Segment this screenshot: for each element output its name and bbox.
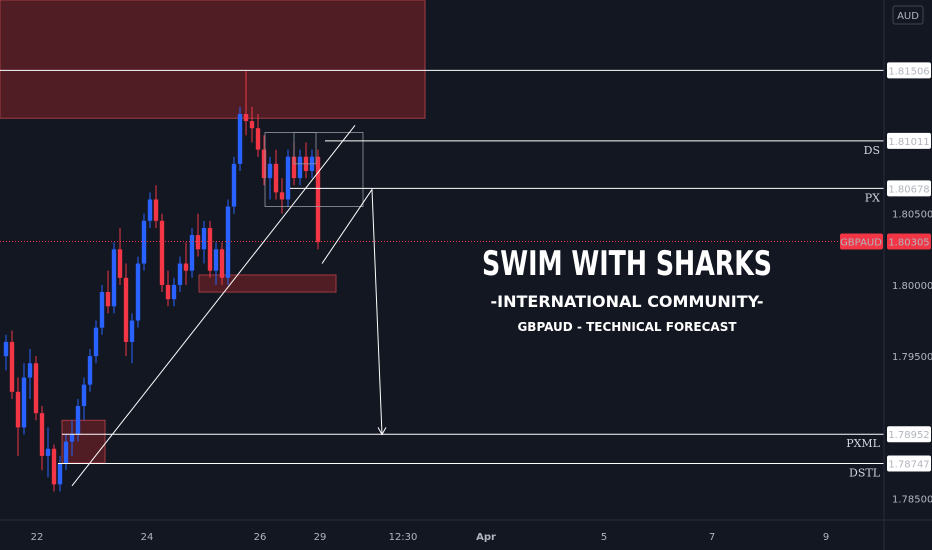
candle-body[interactable] [75, 406, 81, 435]
level-badge [887, 132, 931, 149]
candle-body[interactable] [195, 235, 201, 250]
overlay-caption: GBPAUD - TECHNICAL FORECAST [517, 320, 737, 334]
candle-body[interactable] [57, 463, 63, 485]
candle-body[interactable] [261, 149, 267, 179]
candle-body[interactable] [213, 249, 219, 271]
candle-body[interactable] [225, 206, 231, 278]
candle-body[interactable] [237, 113, 243, 164]
level-badge-label: 1.78747 [888, 459, 929, 470]
last-price-badge [887, 233, 931, 250]
x-tick-label: 5 [601, 532, 607, 543]
candle-body[interactable] [15, 391, 21, 428]
candle-body[interactable] [81, 384, 87, 407]
symbol-badge [840, 233, 883, 250]
y-tick-label: 1.80500 [892, 210, 932, 221]
candle-body[interactable] [147, 199, 153, 221]
candle-body[interactable] [63, 441, 69, 464]
candle-body[interactable] [207, 227, 213, 271]
x-tick-label: 12:30 [389, 532, 418, 543]
x-tick-label: 24 [141, 532, 154, 543]
forecast-path [321, 187, 383, 435]
x-tick-label: 22 [31, 532, 44, 543]
level-tag: PX [865, 191, 880, 204]
x-tick-label: 9 [823, 532, 829, 543]
candle-body[interactable] [171, 284, 177, 300]
candle-body[interactable] [183, 263, 189, 271]
y-tick-label: 1.80000 [892, 281, 932, 292]
candle-body[interactable] [39, 413, 45, 456]
x-tick-label: Apr [476, 532, 496, 543]
candle-body[interactable] [117, 249, 123, 278]
candle-body[interactable] [105, 292, 111, 307]
level-badge [887, 180, 931, 197]
candle-body[interactable] [291, 156, 297, 179]
level-badge-label: 1.81011 [888, 137, 929, 148]
overlay-subtitle: -INTERNATIONAL COMMUNITY- [491, 292, 764, 311]
currency-label: AUD [897, 11, 919, 22]
candle-body[interactable] [3, 341, 9, 357]
overlay-title: SWIM WITH SHARKS [482, 244, 772, 284]
candle-body[interactable] [93, 327, 99, 357]
level-badge [887, 455, 931, 472]
last-price-label: 1.80305 [888, 237, 929, 248]
level-badge [887, 62, 931, 79]
candle-body[interactable] [45, 448, 51, 456]
candle-body[interactable] [273, 163, 279, 193]
candle-body[interactable] [285, 156, 291, 200]
candle-body[interactable] [219, 249, 225, 278]
candle-body[interactable] [9, 341, 15, 392]
candle-body[interactable] [267, 163, 273, 179]
candle-body[interactable] [159, 220, 165, 285]
y-tick-label: 1.79500 [892, 352, 932, 363]
candle-body[interactable] [153, 199, 159, 221]
level-tag: DS [864, 144, 880, 157]
x-tick-label: 7 [709, 532, 715, 543]
candle-body[interactable] [111, 249, 117, 307]
symbol-badge-label: GBPAUD [840, 237, 882, 248]
level-tag: PXML [846, 437, 880, 450]
consolidation-box-inner [293, 132, 317, 165]
demand-zone-low [61, 419, 106, 464]
candle-body[interactable] [87, 356, 93, 385]
candle-body[interactable] [279, 192, 285, 200]
level-badge-label: 1.78952 [888, 430, 929, 441]
y-tick-label: 1.78500 [892, 495, 932, 506]
candle-body[interactable] [33, 363, 39, 414]
candle-body[interactable] [51, 448, 57, 485]
candle-body[interactable] [165, 284, 171, 300]
candle-body[interactable] [123, 277, 129, 342]
candle-body[interactable] [177, 263, 183, 285]
x-tick-label: 29 [314, 532, 327, 543]
candle-body[interactable] [69, 434, 75, 442]
candle-body[interactable] [255, 128, 261, 150]
candle-body[interactable] [135, 263, 141, 321]
level-badge-label: 1.81506 [888, 66, 929, 77]
candle-body[interactable] [249, 121, 255, 129]
demand-zone-mid [198, 274, 337, 293]
forecast-arrowhead-icon [377, 427, 387, 436]
level-badge-label: 1.80678 [888, 184, 929, 195]
candle-body[interactable] [201, 227, 207, 250]
candle-body[interactable] [231, 163, 237, 207]
candle-body[interactable] [21, 377, 27, 428]
candle-body[interactable] [189, 235, 195, 271]
trend-line [71, 125, 356, 487]
candle-body[interactable] [27, 363, 33, 378]
x-tick-label: 26 [254, 532, 267, 543]
candle-body[interactable] [315, 156, 321, 243]
candle-body[interactable] [129, 320, 135, 342]
level-tag: DSTL [849, 466, 881, 479]
supply-zone [0, 0, 426, 119]
candle-body[interactable] [141, 220, 147, 264]
candle-body[interactable] [243, 113, 249, 122]
candle-body[interactable] [99, 292, 105, 328]
currency-box [892, 5, 924, 25]
candle-body[interactable] [297, 156, 303, 179]
level-badge [887, 426, 931, 443]
